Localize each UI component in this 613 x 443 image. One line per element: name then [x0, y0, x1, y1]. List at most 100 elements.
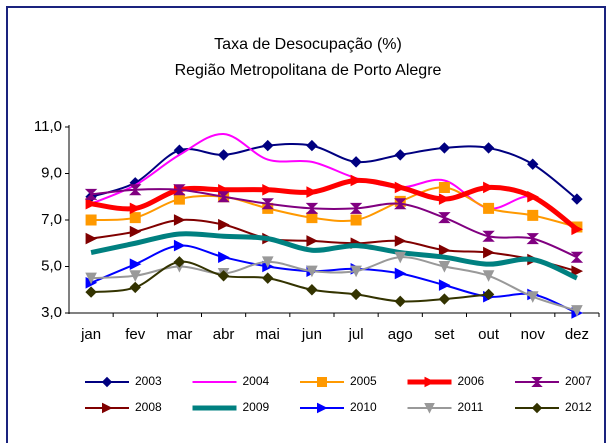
marker: [262, 272, 274, 284]
marker: [129, 212, 141, 224]
marker: [173, 256, 186, 268]
legend-label: 2011: [458, 400, 484, 414]
marker: [394, 295, 406, 308]
x-tick-label: jun: [301, 326, 322, 343]
chart-frame: [6, 6, 606, 443]
marker: [394, 251, 407, 264]
x-tick-label: set: [434, 326, 455, 343]
legend-label: 2012: [565, 400, 592, 414]
marker: [527, 209, 539, 221]
x-tick-label: ago: [388, 326, 413, 343]
legend-marker: [424, 403, 435, 414]
chart-subtitle: Região Metropolitana de Porto Alegre: [175, 62, 442, 79]
x-tick-label: nov: [521, 326, 546, 343]
series-line: [91, 256, 578, 312]
y-tick-label: 5,0: [41, 257, 62, 274]
marker: [129, 184, 142, 196]
marker: [571, 265, 584, 277]
marker: [218, 218, 230, 231]
marker: [306, 212, 318, 224]
x-tick-label: fev: [125, 326, 146, 343]
marker: [217, 149, 230, 161]
marker: [305, 202, 319, 214]
x-tick-label: dez: [565, 326, 589, 343]
legend-label: 2003: [135, 374, 162, 388]
marker: [438, 142, 451, 154]
marker: [438, 293, 451, 305]
marker: [527, 190, 539, 203]
marker: [350, 174, 363, 187]
marker: [261, 198, 274, 210]
marker: [129, 258, 142, 270]
y-tick-label: 7,0: [41, 211, 62, 228]
marker: [306, 284, 318, 296]
legend-marker: [424, 376, 436, 388]
marker: [483, 202, 495, 214]
marker: [217, 270, 230, 282]
x-tick-label: mar: [166, 326, 192, 343]
marker: [438, 244, 451, 257]
marker: [85, 286, 97, 298]
marker: [218, 251, 230, 264]
marker: [173, 214, 186, 226]
marker: [482, 270, 495, 282]
legend-label: 2006: [458, 374, 485, 388]
marker: [394, 198, 407, 210]
marker: [129, 225, 142, 238]
series-line: [90, 260, 489, 303]
marker: [173, 193, 185, 205]
marker: [526, 233, 539, 245]
marker: [173, 239, 186, 252]
marker: [483, 246, 495, 259]
legend-label: 2010: [350, 400, 377, 414]
marker: [571, 305, 583, 317]
marker: [482, 230, 495, 242]
marker: [438, 181, 450, 193]
marker: [350, 214, 362, 226]
legend-marker: [101, 376, 113, 388]
legend-marker: [102, 402, 113, 414]
marker: [438, 261, 451, 273]
marker: [350, 156, 362, 168]
marker: [482, 288, 495, 301]
legend-label: 2008: [135, 400, 162, 414]
marker: [571, 223, 584, 236]
marker: [394, 235, 407, 247]
marker: [438, 212, 451, 224]
x-tick-label: jan: [80, 326, 101, 343]
legend-marker: [531, 402, 543, 414]
marker: [84, 188, 98, 200]
series-line: [90, 188, 578, 259]
legend-label: 2004: [243, 374, 270, 388]
chart-title: Taxa de Desocupação (%): [214, 36, 402, 53]
marker: [526, 291, 539, 303]
marker: [394, 267, 407, 280]
marker: [570, 251, 584, 263]
marker: [306, 235, 319, 247]
marker: [349, 202, 363, 214]
marker: [85, 197, 98, 210]
legend-label: 2007: [565, 374, 592, 388]
marker: [85, 214, 97, 226]
y-tick-label: 3,0: [41, 304, 62, 321]
marker: [306, 186, 319, 198]
marker: [129, 202, 142, 215]
marker: [85, 272, 97, 285]
marker: [483, 181, 495, 194]
marker: [394, 181, 407, 194]
marker: [217, 191, 230, 203]
marker: [438, 193, 451, 205]
legend-label: 2005: [350, 374, 377, 388]
marker: [262, 139, 274, 152]
x-tick-label: jul: [348, 326, 364, 343]
marker: [261, 256, 274, 268]
marker: [350, 288, 362, 301]
marker: [129, 281, 141, 294]
x-tick-label: abr: [213, 326, 235, 343]
marker: [129, 270, 142, 282]
marker: [85, 232, 98, 245]
y-tick-label: 11,0: [34, 118, 62, 135]
marker: [350, 265, 362, 278]
marker: [438, 279, 451, 291]
